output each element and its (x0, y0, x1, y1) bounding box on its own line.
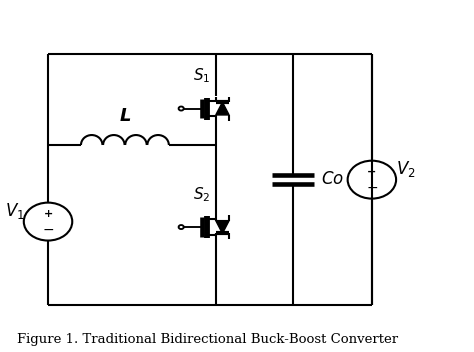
Polygon shape (216, 102, 229, 115)
Text: Figure 1. Traditional Bidirectional Buck-Boost Converter: Figure 1. Traditional Bidirectional Buck… (17, 333, 398, 346)
Text: $V_2$: $V_2$ (396, 159, 415, 180)
Text: +: + (367, 167, 376, 177)
Text: −: − (42, 222, 54, 237)
Text: $S_2$: $S_2$ (193, 185, 210, 204)
Polygon shape (216, 221, 229, 233)
Text: $\bfit{L}$: $\bfit{L}$ (119, 107, 131, 125)
Text: −: − (366, 181, 378, 195)
Text: +: + (44, 209, 53, 219)
Text: $S_1$: $S_1$ (193, 67, 210, 86)
Text: $Co$: $Co$ (320, 171, 344, 188)
Text: $V_1$: $V_1$ (5, 201, 24, 221)
